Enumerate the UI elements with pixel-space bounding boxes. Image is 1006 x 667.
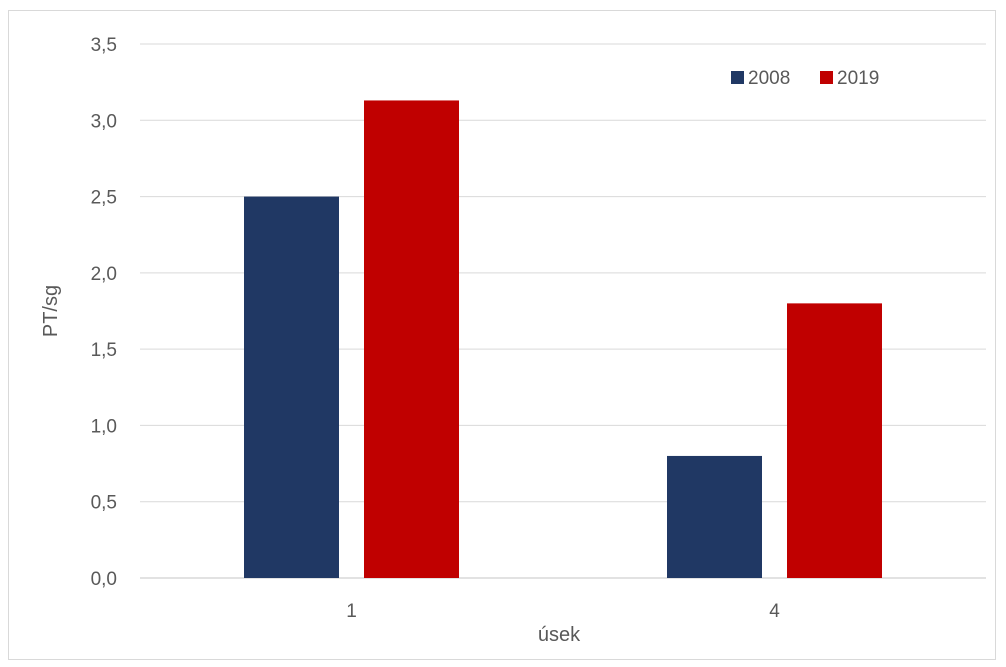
x-tick-label: 4 bbox=[769, 601, 780, 622]
legend-swatch-2019 bbox=[820, 71, 833, 84]
bar-2008-1 bbox=[244, 196, 339, 579]
legend: 2008 2019 bbox=[731, 68, 879, 89]
y-axis-title: PT/sg bbox=[40, 285, 62, 337]
bar-2019-1 bbox=[364, 100, 459, 579]
legend-swatch-2008 bbox=[731, 71, 744, 84]
x-axis-title: úsek bbox=[538, 624, 581, 646]
y-tick-label: 3,5 bbox=[91, 35, 117, 56]
y-tick-label: 0,0 bbox=[91, 569, 117, 590]
bar-2019-4 bbox=[787, 303, 882, 578]
x-tick-label: 1 bbox=[346, 601, 357, 622]
legend-label-2008: 2008 bbox=[748, 68, 790, 89]
y-tick-label: 0,5 bbox=[91, 493, 117, 514]
bars bbox=[244, 100, 882, 579]
y-tick-label: 1,5 bbox=[91, 340, 117, 361]
y-tick-labels: 0,0 0,5 1,0 1,5 2,0 2,5 3,0 3,5 bbox=[91, 35, 117, 590]
legend-label-2019: 2019 bbox=[837, 68, 879, 89]
bar-2008-4 bbox=[667, 455, 762, 578]
y-tick-label: 2,5 bbox=[91, 188, 117, 209]
y-tick-label: 1,0 bbox=[91, 416, 117, 437]
y-tick-label: 2,0 bbox=[91, 264, 117, 285]
y-tick-label: 3,0 bbox=[91, 111, 117, 132]
